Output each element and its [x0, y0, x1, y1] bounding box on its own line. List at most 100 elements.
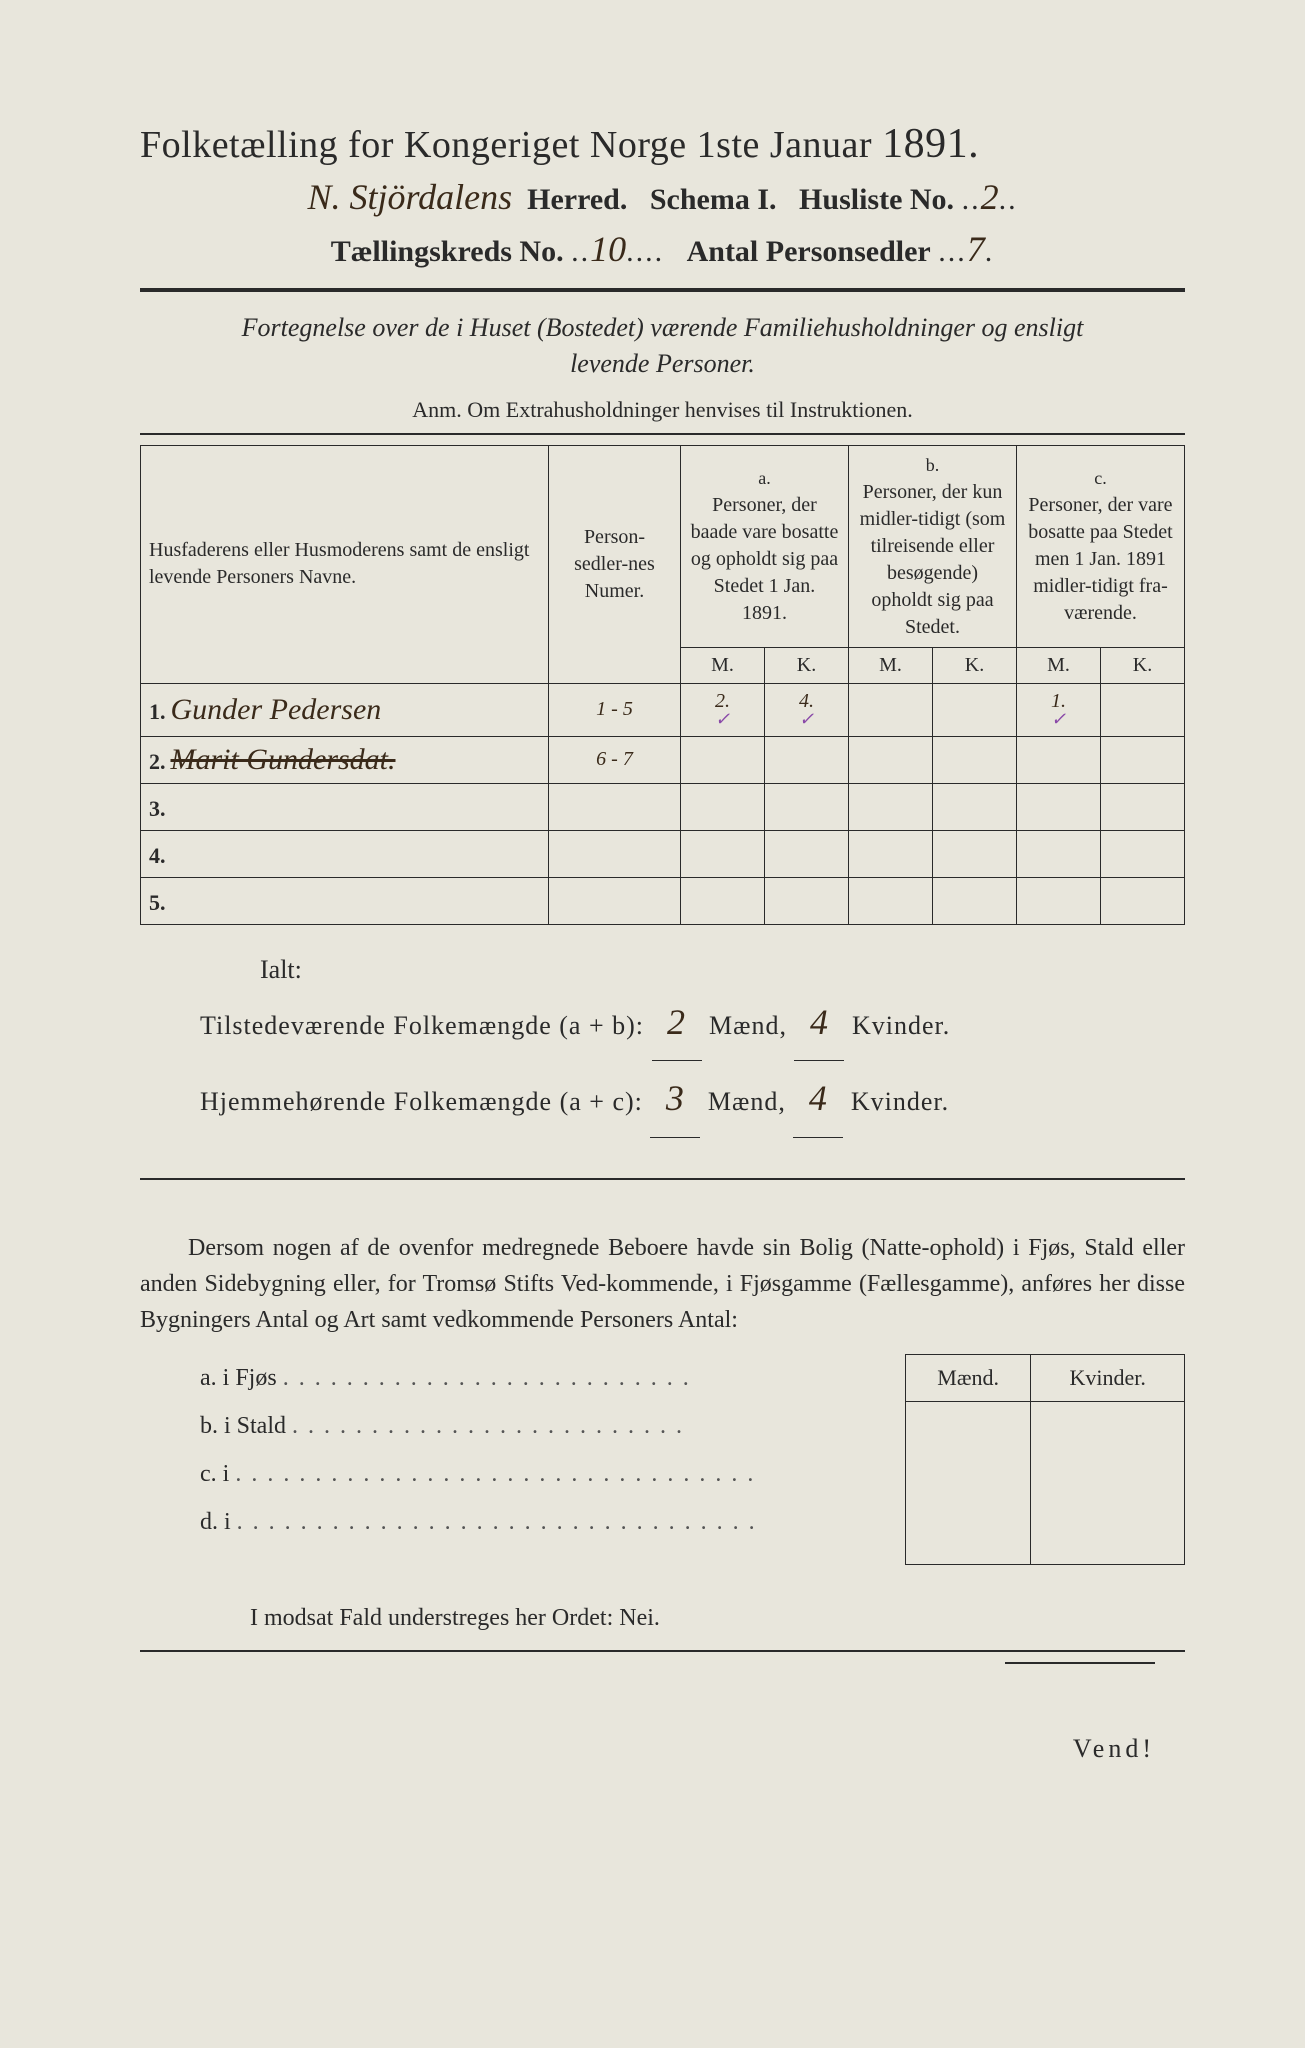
table-row: 5. [141, 877, 1185, 924]
item-a: a. i Fjøs . . . . . . . . . . . . . . . … [200, 1354, 905, 1402]
herred-label: Herred. [527, 183, 627, 216]
kvinder-label: Kvinder. [852, 1011, 950, 1040]
census-form-page: Folketælling for Kongeriget Norge 1ste J… [0, 0, 1305, 2048]
table-body: 1. Gunder Pedersen1 - 52.✓4.✓1.✓2. Marit… [141, 683, 1185, 924]
subtitle: Fortegnelse over de i Huset (Bostedet) v… [140, 310, 1185, 383]
schema-label: Schema I. [650, 183, 777, 216]
subtitle-line1: Fortegnelse over de i Huset (Bostedet) v… [242, 313, 1084, 342]
subtitle-line2: levende Personer. [570, 349, 755, 378]
row-c-m [1016, 830, 1100, 877]
item-b: b. i Stald . . . . . . . . . . . . . . .… [200, 1402, 905, 1450]
vend-label: Vend! [140, 1734, 1155, 1764]
row-a-m [680, 877, 764, 924]
resident-label: Hjemmehørende Folkemængde (a + c): [200, 1087, 643, 1116]
row-name: 4. [141, 830, 549, 877]
rule [140, 1178, 1185, 1180]
mk-m-cell [906, 1401, 1031, 1564]
anm-note: Anm. Om Extrahusholdninger henvises til … [140, 397, 1185, 423]
dots: ... [938, 235, 967, 268]
title-prefix: Folketælling for Kongeriget Norge 1ste J… [140, 124, 872, 166]
row-a-m [680, 830, 764, 877]
herred-line: N. Stjördalens Herred. Schema I. Huslist… [140, 176, 1185, 218]
row-num: 6 - 7 [549, 736, 681, 783]
present-m: 2 [652, 985, 702, 1062]
table-row: 4. [141, 830, 1185, 877]
totals-block: Tilstedeværende Folkemængde (a + b): 2 M… [200, 985, 1185, 1138]
row-c-m [1016, 783, 1100, 830]
row-a-k [764, 783, 848, 830]
item-c: c. i . . . . . . . . . . . . . . . . . .… [200, 1450, 905, 1498]
col-c-m: M. [1016, 647, 1100, 683]
row-num [549, 877, 681, 924]
head-a: a. Personer, der baade vare bosatte og o… [680, 445, 848, 647]
maend-label: Mænd, [709, 1011, 787, 1040]
head-num: Person-sedler-nes Numer. [549, 445, 681, 683]
row-name: 3. [141, 783, 549, 830]
nei-line: I modsat Fald understreges her Ordet: Ne… [250, 1605, 1185, 1632]
row-b-k [932, 736, 1016, 783]
row-num: 1 - 5 [549, 683, 681, 736]
col-a-k: K. [764, 647, 848, 683]
dots: .... [626, 235, 664, 268]
bygning-list: a. i Fjøs . . . . . . . . . . . . . . . … [140, 1354, 905, 1565]
mk-k-cell [1031, 1401, 1185, 1564]
col-b-m: M. [848, 647, 932, 683]
rule [140, 1650, 1185, 1652]
row-c-m [1016, 877, 1100, 924]
row-b-m [848, 830, 932, 877]
resident-m: 3 [650, 1061, 700, 1138]
row-a-k [764, 830, 848, 877]
row-num [549, 830, 681, 877]
row-a-m [680, 783, 764, 830]
head-name: Husfaderens eller Husmoderens samt de en… [141, 445, 549, 683]
resident-k: 4 [793, 1061, 843, 1138]
row-a-m: 2.✓ [680, 683, 764, 736]
col-a-m: M. [680, 647, 764, 683]
row-c-k [1100, 736, 1184, 783]
kreds-hw: 10 [590, 229, 626, 269]
row-c-k [1100, 830, 1184, 877]
vend-rule [1005, 1662, 1155, 1664]
dots: .. [571, 235, 590, 268]
dots: .. [962, 183, 981, 216]
antal-hw: 7 [967, 229, 985, 269]
title-year: 1891. [882, 121, 979, 167]
maend-kvinder-table: Mænd. Kvinder. [905, 1354, 1185, 1565]
husliste-label: Husliste No. [799, 183, 954, 216]
row-c-k [1100, 783, 1184, 830]
mk-kvinder: Kvinder. [1031, 1354, 1185, 1401]
row-name: 2. Marit Gundersdat. [141, 736, 549, 783]
row-num [549, 783, 681, 830]
row-b-k [932, 877, 1016, 924]
kreds-label: Tællingskreds No. [331, 235, 564, 268]
head-b: b. Personer, der kun midler-tidigt (som … [848, 445, 1016, 647]
item-d: d. i . . . . . . . . . . . . . . . . . .… [200, 1498, 905, 1546]
row-b-k [932, 783, 1016, 830]
row-name: 5. [141, 877, 549, 924]
row-c-k [1100, 877, 1184, 924]
present-k: 4 [794, 985, 844, 1062]
row-b-m [848, 736, 932, 783]
husliste-hw: 2 [981, 177, 999, 217]
table-row: 2. Marit Gundersdat.6 - 7 [141, 736, 1185, 783]
maend-label: Mænd, [708, 1087, 786, 1116]
bygning-section: a. i Fjøs . . . . . . . . . . . . . . . … [140, 1354, 1185, 1565]
herred-handwritten: N. Stjördalens [307, 177, 512, 217]
col-c-k: K. [1100, 647, 1184, 683]
main-title: Folketælling for Kongeriget Norge 1ste J… [140, 120, 1185, 168]
row-a-m [680, 736, 764, 783]
paragraph: Dersom nogen af de ovenfor medregnede Be… [140, 1230, 1185, 1338]
dots: .. [999, 183, 1018, 216]
row-a-k [764, 736, 848, 783]
antal-label: Antal Personsedler [687, 235, 931, 268]
head-c: c. Personer, der vare bosatte paa Stedet… [1016, 445, 1184, 647]
rule [140, 288, 1185, 292]
row-b-m [848, 783, 932, 830]
row-a-k [764, 877, 848, 924]
present-label: Tilstedeværende Folkemængde (a + b): [200, 1011, 644, 1040]
row-b-k [932, 683, 1016, 736]
col-b-k: K. [932, 647, 1016, 683]
row-b-k [932, 830, 1016, 877]
table-row: 1. Gunder Pedersen1 - 52.✓4.✓1.✓ [141, 683, 1185, 736]
row-name: 1. Gunder Pedersen [141, 683, 549, 736]
